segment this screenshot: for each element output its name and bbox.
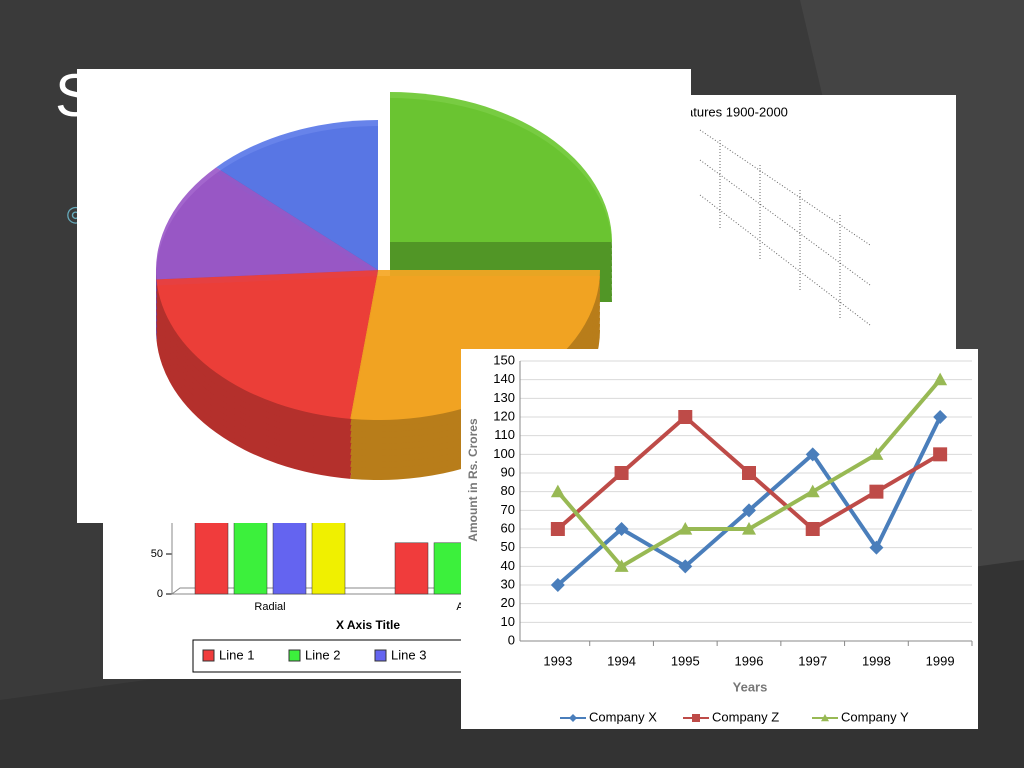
bar [433, 542, 462, 595]
x-axis-title: Years [733, 679, 768, 694]
marker [614, 522, 629, 536]
legend-marker [569, 714, 577, 722]
y-axis-title: Amount in Rs. Crores [466, 418, 480, 542]
legend-label: Company Z [712, 709, 779, 724]
legend-label: Company X [589, 709, 657, 724]
marker [933, 410, 948, 424]
marker [933, 447, 948, 462]
marker [805, 484, 820, 498]
y-tick-label: 90 [501, 464, 515, 479]
line-image: 0 10 20 30 40 50 60 70 80 90 100 110 120 130 140 150 199… [461, 349, 978, 729]
x-tick-label: 1993 [543, 653, 572, 668]
pie-slice [156, 270, 378, 419]
y-tick-label: 70 [501, 502, 515, 517]
y-tick-label: 100 [493, 446, 515, 461]
marker [742, 466, 756, 480]
y-tick-label: 10 [501, 614, 515, 629]
y-tick-label: 80 [501, 483, 515, 498]
bar-plot: Resolution 5000 x3500 px - free download… [151, 512, 464, 673]
marker [869, 540, 884, 555]
legend-box [192, 639, 462, 673]
chart-title: atures 1900-2000 [686, 104, 788, 119]
axis [171, 520, 462, 595]
marker [614, 466, 629, 480]
marker [805, 447, 820, 462]
y-tick-label: 120 [493, 408, 515, 423]
legend-swatch [202, 649, 215, 662]
legend-swatch [374, 649, 387, 662]
x-tick-label: Radial [254, 601, 285, 613]
x-tick-label: 1996 [735, 653, 764, 668]
bar [233, 513, 268, 595]
marker [869, 484, 884, 499]
y-tick-label: 130 [493, 390, 515, 405]
legend-swatch [288, 649, 301, 662]
bar [311, 513, 346, 595]
bar [394, 542, 429, 595]
y-tick-label: 140 [493, 371, 515, 386]
x-tick-label: A [456, 601, 464, 613]
legend-label: Line 1 [219, 647, 254, 662]
y-tick-label: 30 [501, 576, 515, 591]
y-tick-label: 50 [151, 548, 163, 560]
bar-image: Resolution 5000 x3500 px - free download… [103, 500, 464, 679]
x-axis-title: X Axis Title [336, 618, 400, 632]
marker [933, 372, 948, 386]
marker [550, 484, 565, 498]
y-tick-label: 110 [494, 427, 515, 442]
y-tick-label: 40 [501, 558, 515, 573]
marker [805, 522, 820, 536]
pie-image [77, 69, 691, 523]
marker [678, 522, 693, 535]
y-tick-label: 20 [501, 595, 515, 610]
x-tick-label: 1999 [926, 653, 955, 668]
marker [614, 559, 629, 572]
marker [678, 559, 693, 574]
x-tick-label: 1998 [862, 653, 891, 668]
x-tick-label: 1997 [798, 653, 827, 668]
y-tick-label: 60 [501, 520, 515, 535]
legend-label: Line 3 [391, 647, 426, 662]
legend-marker [692, 714, 700, 722]
bar3d-image: atures 1900-2000 [663, 95, 956, 350]
bar [272, 513, 307, 595]
x-tick-label: 1995 [671, 653, 700, 668]
pie-slice [350, 270, 600, 420]
marker [869, 447, 884, 460]
marker [742, 503, 756, 518]
y-tick-label: 150 [493, 352, 515, 367]
marker [742, 522, 756, 535]
y-tick-label: 0 [508, 632, 515, 647]
pie-slice [216, 120, 378, 270]
marker [678, 410, 693, 424]
legend-label: Company Y [841, 709, 909, 724]
y-tick-label: 50 [501, 539, 515, 554]
marker [550, 522, 565, 536]
legend-label: Line 2 [305, 647, 340, 662]
y-tick-label: 0 [157, 588, 163, 600]
pie-slice [156, 167, 378, 280]
bar [194, 513, 229, 595]
legend-marker [821, 714, 829, 722]
marker [550, 578, 565, 592]
pie-slice [390, 92, 612, 242]
x-tick-label: 1994 [607, 653, 636, 668]
